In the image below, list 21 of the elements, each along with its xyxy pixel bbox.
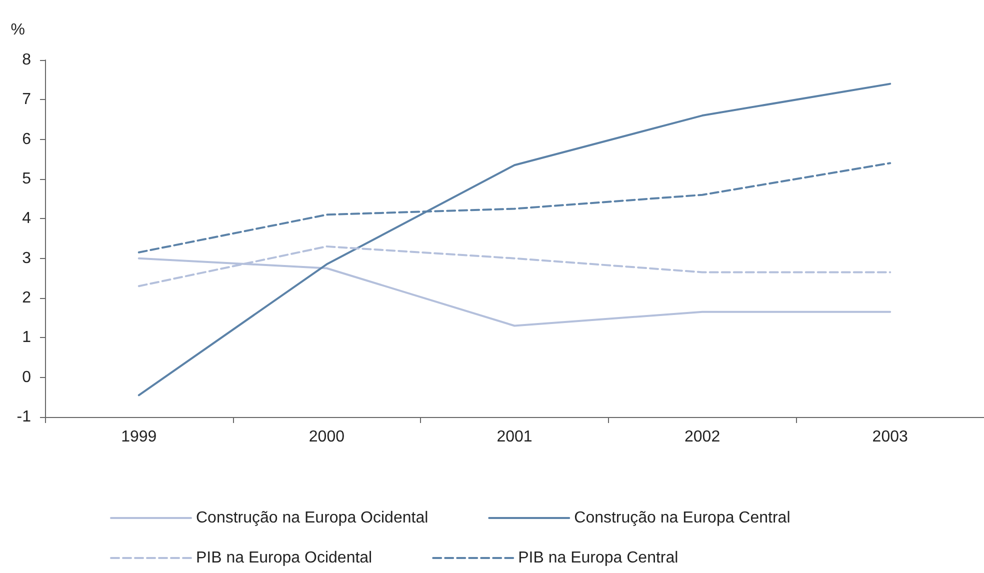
legend-label: PIB na Europa Central: [518, 550, 678, 566]
y-tick-label: 2: [22, 290, 32, 306]
x-tick-label: 2002: [684, 428, 720, 446]
x-tick-label: 2000: [308, 428, 345, 446]
y-tick-label: 7: [22, 91, 32, 108]
legend-label: PIB na Europa Ocidental: [196, 550, 372, 566]
y-tick-label: -1: [16, 408, 32, 426]
legend-label: Construção na Europa Central: [574, 510, 790, 526]
y-tick-label: 6: [22, 130, 32, 148]
y-tick-label: 5: [22, 170, 32, 188]
y-tick-label: 4: [22, 210, 32, 228]
y-tick-label: 0: [22, 368, 32, 386]
y-tick-label: 1: [22, 329, 32, 346]
line-series: [138, 82, 892, 396]
legend-label: Construção na Europa Ocidental: [196, 510, 428, 526]
y-tick-label: 3: [22, 250, 32, 267]
x-tick-label: 2003: [872, 428, 908, 446]
y-tick-label: 8: [22, 52, 32, 68]
x-tick-label: 2001: [496, 428, 532, 446]
x-tick-label: 1999: [121, 428, 157, 446]
y-axis-title: %: [10, 22, 25, 38]
